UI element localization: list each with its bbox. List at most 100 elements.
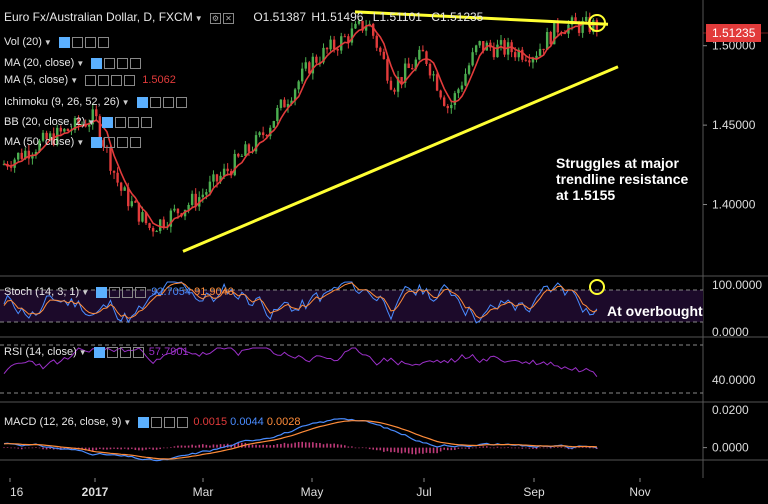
candle-body xyxy=(389,80,393,90)
close-icon[interactable]: ✕ xyxy=(222,13,234,25)
rsi-legend[interactable]: RSI (14, close) ▼ 57.7901 xyxy=(4,346,189,358)
chevron-down-icon[interactable]: ▼ xyxy=(123,418,132,427)
close-icon[interactable] xyxy=(97,36,109,48)
macd-hist-bar xyxy=(42,447,44,450)
macd-hist-bar xyxy=(457,447,460,449)
macd-hist-bar xyxy=(351,446,353,448)
overlay-ma20[interactable]: MA (20, close) ▼ xyxy=(4,57,143,69)
candle-body xyxy=(467,65,471,74)
header-buttons: ⚙ ✕ xyxy=(209,11,236,25)
settings-icon[interactable] xyxy=(104,57,116,69)
settings-icon[interactable] xyxy=(149,96,161,108)
overlay-ma50[interactable]: MA (50, close) ▼ xyxy=(4,136,143,148)
add-icon[interactable] xyxy=(117,57,129,69)
overlay-ma5[interactable]: MA (5, close) ▼ 1.5062 xyxy=(4,74,176,86)
overlay-bb[interactable]: BB (20, close, 2) ▼ xyxy=(4,116,154,128)
add-icon[interactable] xyxy=(122,286,134,298)
close-icon[interactable] xyxy=(177,416,189,428)
macd-hist-bar xyxy=(3,447,5,449)
add-icon[interactable] xyxy=(84,36,96,48)
macd-hist-bar xyxy=(439,447,442,452)
eye-icon[interactable] xyxy=(58,36,70,48)
close-icon[interactable] xyxy=(130,136,142,148)
candle-body xyxy=(528,60,531,63)
candle-body xyxy=(137,202,141,222)
add-icon[interactable] xyxy=(164,416,176,428)
macd-hist-bar xyxy=(202,444,204,448)
close-icon[interactable] xyxy=(130,57,142,69)
candle-body xyxy=(574,17,577,23)
candle-body xyxy=(379,47,382,52)
macd-legend[interactable]: MACD (12, 26, close, 9) ▼ 0.0015 0.0044 0… xyxy=(4,416,301,428)
macd-hist-value: 0.0015 xyxy=(193,416,228,428)
chevron-down-icon[interactable]: ▼ xyxy=(194,14,203,23)
macd-hist-bar xyxy=(88,447,90,452)
chevron-down-icon[interactable]: ▼ xyxy=(43,38,52,47)
macd-hist-bar xyxy=(152,447,154,450)
macd-hist-bar xyxy=(564,447,566,449)
chevron-down-icon[interactable]: ▼ xyxy=(81,288,90,297)
settings-icon[interactable] xyxy=(104,136,116,148)
macd-hist-bar xyxy=(493,447,495,449)
settings-icon[interactable] xyxy=(71,36,83,48)
stoch-legend[interactable]: Stoch (14, 3, 1) ▼ 92.7054 91.9040 xyxy=(4,286,234,298)
macd-hist-bar xyxy=(361,447,364,449)
eye-icon[interactable] xyxy=(96,286,108,298)
last-price-label: 1.51235 xyxy=(706,24,762,42)
macd-hist-bar xyxy=(99,447,101,449)
eye-icon[interactable] xyxy=(93,346,105,358)
macd-hist-bar xyxy=(418,447,421,454)
close-icon[interactable] xyxy=(124,74,136,86)
macd-hist-bar xyxy=(379,447,382,451)
settings-icon[interactable] xyxy=(151,416,163,428)
eye-icon[interactable] xyxy=(102,116,114,128)
candle-body xyxy=(276,107,279,121)
chevron-down-icon[interactable]: ▼ xyxy=(121,98,130,107)
candle-body xyxy=(400,76,403,83)
macd-hist-bar xyxy=(422,447,424,454)
eye-icon[interactable] xyxy=(91,57,103,69)
macd-hist-bar xyxy=(578,447,580,448)
settings-icon[interactable] xyxy=(106,346,118,358)
settings-icon[interactable] xyxy=(109,286,121,298)
eye-icon[interactable] xyxy=(138,416,150,428)
macd-hist-bar xyxy=(461,447,463,449)
macd-hist-bar xyxy=(525,447,527,449)
macd-hist-bar xyxy=(336,444,339,448)
close-icon[interactable] xyxy=(175,96,187,108)
candle-body xyxy=(354,23,357,29)
candle-body xyxy=(173,208,176,211)
add-icon[interactable] xyxy=(162,96,174,108)
eye-icon[interactable] xyxy=(136,96,148,108)
overlay-ichimoku[interactable]: Ichimoku (9, 26, 52, 26) ▼ xyxy=(4,96,189,108)
add-icon[interactable] xyxy=(111,74,123,86)
chevron-down-icon[interactable]: ▼ xyxy=(76,59,85,68)
chevron-down-icon[interactable]: ▼ xyxy=(78,348,87,357)
settings-icon[interactable]: ⚙ xyxy=(209,13,221,25)
close-icon[interactable] xyxy=(135,286,147,298)
eye-icon[interactable] xyxy=(91,136,103,148)
settings-icon[interactable] xyxy=(98,74,110,86)
macd-hist-bar xyxy=(116,447,119,450)
overlay-vol[interactable]: Vol (20) ▼ xyxy=(4,36,111,48)
candle-body xyxy=(322,47,325,63)
close-icon[interactable] xyxy=(141,116,153,128)
candle-body xyxy=(208,181,212,193)
macd-hist-bar xyxy=(10,447,12,449)
chevron-down-icon[interactable]: ▼ xyxy=(76,138,85,147)
add-icon[interactable] xyxy=(119,346,131,358)
macd-hist-bar xyxy=(368,447,371,450)
candle-body xyxy=(361,20,364,31)
candle-body xyxy=(478,41,481,46)
x-tick-label: Sep xyxy=(523,485,545,499)
add-icon[interactable] xyxy=(128,116,140,128)
settings-icon[interactable] xyxy=(115,116,127,128)
symbol-title[interactable]: Euro Fx/Australian Dollar, D, FXCM xyxy=(4,10,193,24)
add-icon[interactable] xyxy=(117,136,129,148)
chevron-down-icon[interactable]: ▼ xyxy=(87,118,96,127)
close-icon[interactable] xyxy=(132,346,144,358)
eye-icon[interactable] xyxy=(85,74,97,86)
chevron-down-icon[interactable]: ▼ xyxy=(70,76,79,85)
candle-body xyxy=(524,59,528,61)
